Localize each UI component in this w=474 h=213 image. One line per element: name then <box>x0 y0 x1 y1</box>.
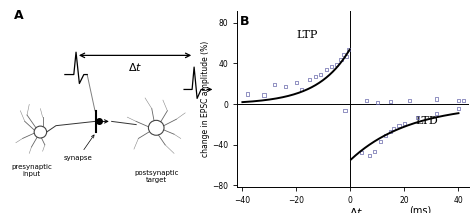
Point <box>333 63 341 66</box>
Point <box>433 112 441 115</box>
Point <box>328 65 335 68</box>
Text: presynaptic
input: presynaptic input <box>11 164 52 177</box>
Point <box>341 108 349 112</box>
Point <box>455 98 462 102</box>
Text: A: A <box>14 9 23 22</box>
Point <box>365 154 373 158</box>
Point <box>387 130 395 133</box>
Point <box>395 124 403 127</box>
Point <box>337 58 345 61</box>
Point <box>298 88 306 92</box>
Text: synapse: synapse <box>64 135 94 161</box>
Point <box>317 73 325 76</box>
Point <box>306 78 314 81</box>
Point <box>401 122 408 125</box>
Point <box>345 47 352 51</box>
Point <box>371 150 379 154</box>
Point <box>387 99 395 103</box>
Point <box>455 106 462 110</box>
Text: $\Delta t$: $\Delta t$ <box>128 61 142 73</box>
Point <box>311 75 319 78</box>
Y-axis label: change in EPSC amplitude (%): change in EPSC amplitude (%) <box>201 41 210 157</box>
Text: (ms): (ms) <box>410 206 432 213</box>
Point <box>374 100 381 104</box>
Point <box>343 55 350 58</box>
Point <box>433 97 441 101</box>
Point <box>357 151 365 155</box>
Point <box>406 98 414 102</box>
Point <box>363 98 370 102</box>
Point <box>390 127 397 130</box>
Text: postsynaptic
target: postsynaptic target <box>134 170 179 183</box>
Point <box>382 134 389 137</box>
Text: B: B <box>240 15 249 28</box>
Point <box>460 98 468 102</box>
Text: LTP: LTP <box>296 30 318 40</box>
Point <box>271 83 279 86</box>
Point <box>414 116 422 119</box>
Point <box>340 53 347 56</box>
Point <box>282 85 290 89</box>
Point <box>244 92 252 96</box>
Text: LTD: LTD <box>415 117 438 127</box>
Point <box>322 68 330 71</box>
Point <box>260 93 268 97</box>
Point <box>376 140 384 143</box>
Text: $\Delta t$: $\Delta t$ <box>349 206 363 213</box>
Point <box>292 81 300 85</box>
